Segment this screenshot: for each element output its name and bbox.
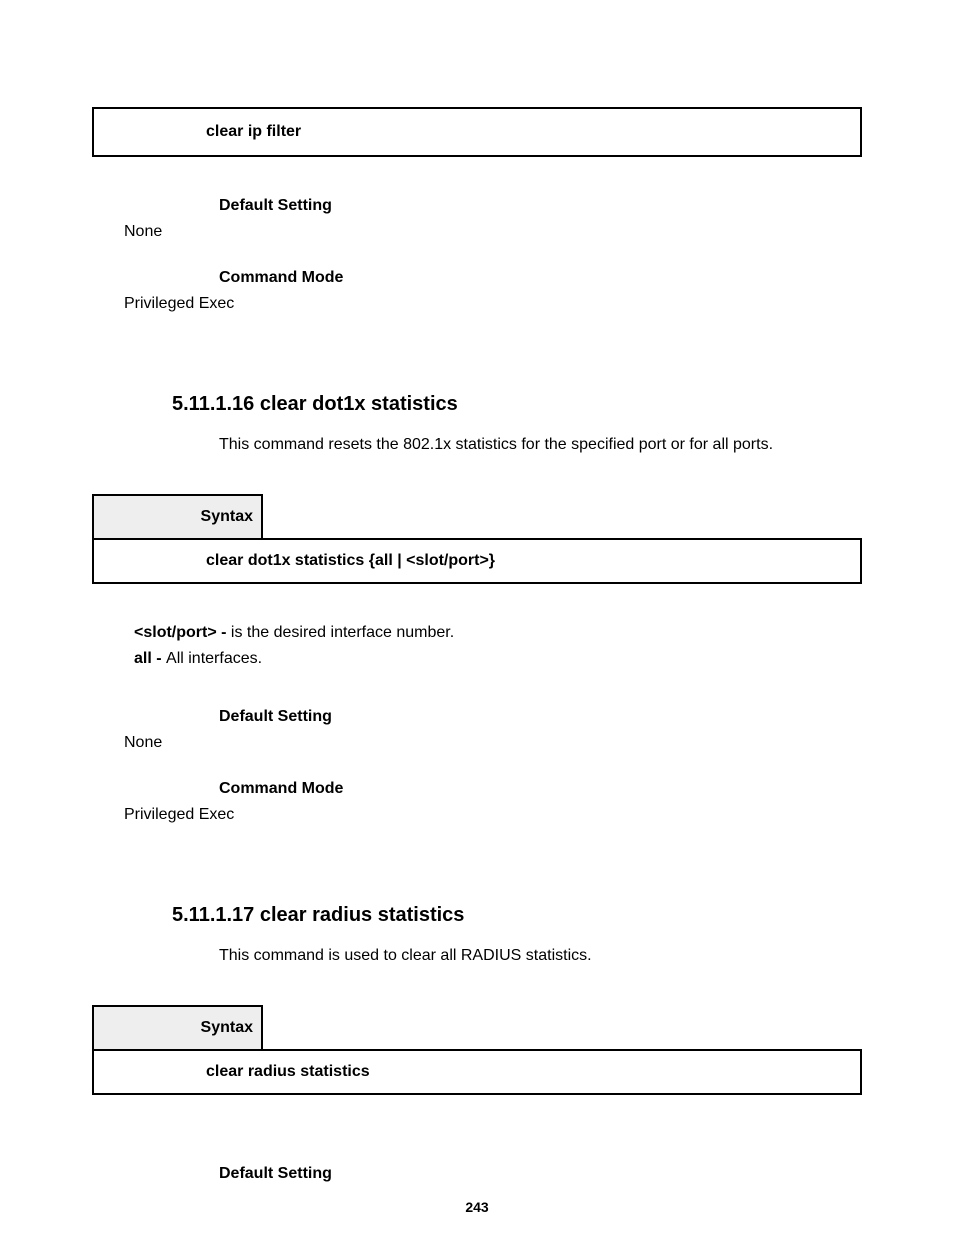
section-desc-17: This command is used to clear all RADIUS… [219, 947, 862, 965]
param-rest: is the desired interface number. [231, 624, 454, 641]
command-mode-label: Command Mode [219, 269, 862, 287]
syntax-box-16: Syntax clear dot1x statistics {all | <sl… [92, 494, 862, 584]
command-mode-label-16: Command Mode [219, 780, 862, 798]
default-setting-label: Default Setting [219, 197, 862, 215]
syntax-label: Syntax [92, 1005, 263, 1049]
syntax-body: clear radius statistics [92, 1049, 862, 1095]
syntax-body: clear dot1x statistics {all | <slot/port… [92, 538, 862, 584]
param-rest: All interfaces. [166, 650, 262, 667]
command-mode-value: Privileged Exec [124, 295, 862, 313]
page-number: 243 [0, 1199, 954, 1215]
command-mode-value-16: Privileged Exec [124, 806, 862, 824]
param-bold: all - [134, 650, 166, 667]
default-setting-value-16: None [124, 734, 862, 752]
command-box: clear ip filter [92, 107, 862, 157]
syntax-label: Syntax [92, 494, 263, 538]
default-setting-label-16: Default Setting [219, 708, 862, 726]
section-title: clear dot1x statistics [260, 393, 458, 415]
syntax-box-17: Syntax clear radius statistics [92, 1005, 862, 1095]
param-slotport: <slot/port> - is the desired interface n… [134, 624, 862, 642]
section-desc-16: This command resets the 802.1x statistic… [219, 436, 862, 454]
param-all: all - All interfaces. [134, 650, 862, 668]
section-number: 5.11.1.16 [172, 393, 260, 415]
section-heading-17: 5.11.1.17 clear radius statistics [172, 904, 862, 927]
section-title: clear radius statistics [260, 904, 465, 926]
section-number: 5.11.1.17 [172, 904, 260, 926]
default-setting-value: None [124, 223, 862, 241]
default-setting-label-17: Default Setting [219, 1165, 862, 1183]
section-heading-16: 5.11.1.16 clear dot1x statistics [172, 393, 862, 416]
param-bold: <slot/port> - [134, 624, 231, 641]
